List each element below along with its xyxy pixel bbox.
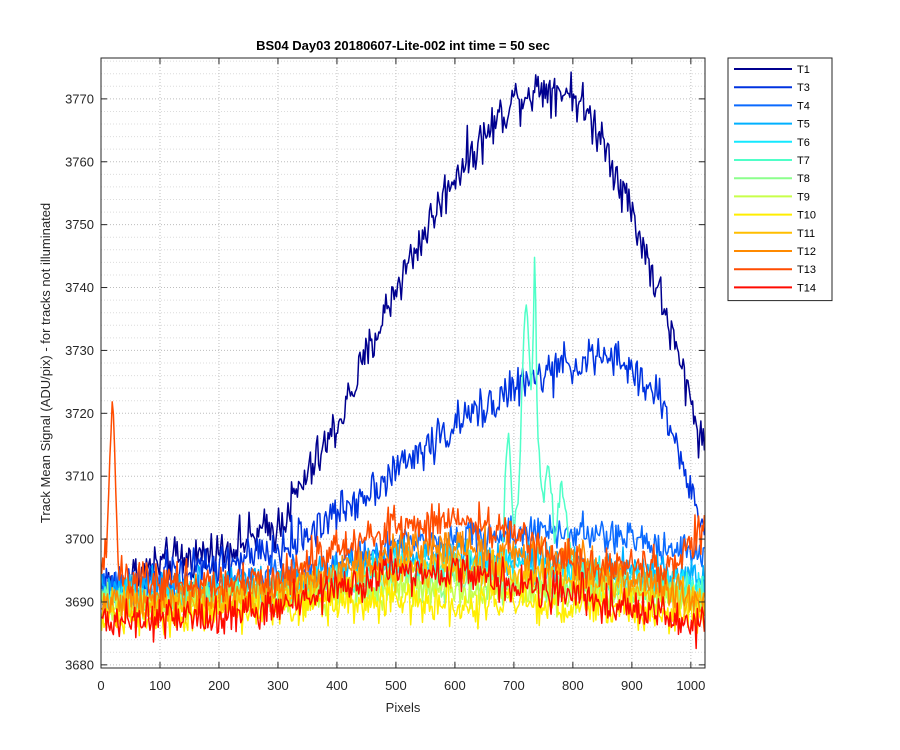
y-tick-label: 3750	[65, 217, 94, 232]
legend-entry-t14: T14	[734, 282, 816, 294]
x-axis-label: Pixels	[386, 700, 421, 715]
legend-label: T12	[797, 246, 816, 258]
legend-label: T3	[797, 82, 810, 94]
legend-entry-t10: T10	[734, 210, 816, 222]
x-tick-label: 400	[326, 678, 348, 693]
legend-entry-t12: T12	[734, 246, 816, 258]
series-lines	[100, 71, 706, 650]
y-tick-label: 3740	[65, 280, 94, 295]
legend-entry-t6: T6	[734, 137, 810, 149]
axis-ticks: 0 100 200 300 400 500 600 700 800 900 1000 3680 3690…	[65, 58, 705, 693]
y-tick-label: 3770	[65, 91, 94, 106]
legend: T1 T3 T4 T5 T6 T7 T8 T9 T10 T11 T12 T13 T14	[727, 57, 833, 302]
legend-label: T9	[797, 191, 810, 203]
legend-label: T5	[797, 119, 810, 131]
legend-label: T11	[797, 228, 815, 240]
legend-entry-t13: T13	[734, 264, 816, 276]
legend-label: T1	[797, 64, 810, 76]
y-tick-label: 3680	[65, 657, 94, 672]
y-axis-label: Track Mean Signal (ADU/pix) - for tracks…	[38, 203, 53, 523]
legend-box	[727, 57, 833, 302]
x-tick-label: 200	[208, 678, 230, 693]
legend-label: T10	[797, 210, 816, 222]
legend-entry-t1: T1	[734, 64, 810, 76]
x-tick-label: 900	[621, 678, 643, 693]
y-tick-label: 3730	[65, 343, 94, 358]
x-tick-label: 600	[444, 678, 466, 693]
legend-entry-t4: T4	[734, 100, 810, 112]
y-tick-label: 3720	[65, 406, 94, 421]
x-tick-label: 100	[149, 678, 171, 693]
legend-entry-t5: T5	[734, 119, 810, 131]
x-tick-label: 700	[503, 678, 525, 693]
x-tick-label: 800	[562, 678, 584, 693]
plot-frame	[100, 57, 706, 669]
x-tick-label: 500	[385, 678, 407, 693]
series-line-t3	[100, 338, 706, 606]
x-tick-label: 0	[97, 678, 104, 693]
legend-label: T8	[797, 173, 810, 185]
series-line-t12	[100, 523, 706, 622]
legend-entry-t7: T7	[734, 155, 810, 167]
legend-label: T4	[797, 100, 810, 112]
legend-entry-t11: T11	[734, 228, 815, 240]
legend-entry-t3: T3	[734, 82, 810, 94]
legend-label: T6	[797, 137, 810, 149]
legend-label: T14	[797, 282, 816, 294]
y-tick-label: 3700	[65, 532, 94, 547]
legend-entry-t8: T8	[734, 173, 810, 185]
y-tick-label: 3710	[65, 469, 94, 484]
y-tick-label: 3690	[65, 594, 94, 609]
chart-title: BS04 Day03 20180607-Lite-002 int time = …	[256, 38, 550, 53]
series-line-t14	[101, 548, 706, 650]
legend-entry-t9: T9	[734, 191, 810, 203]
legend-label: T7	[797, 155, 810, 167]
y-tick-label: 3760	[65, 154, 94, 169]
series-line-t13	[100, 401, 706, 609]
x-tick-label: 300	[267, 678, 289, 693]
series-line-t1	[100, 71, 706, 608]
legend-label: T13	[797, 264, 816, 276]
x-tick-label: 1000	[676, 678, 705, 693]
